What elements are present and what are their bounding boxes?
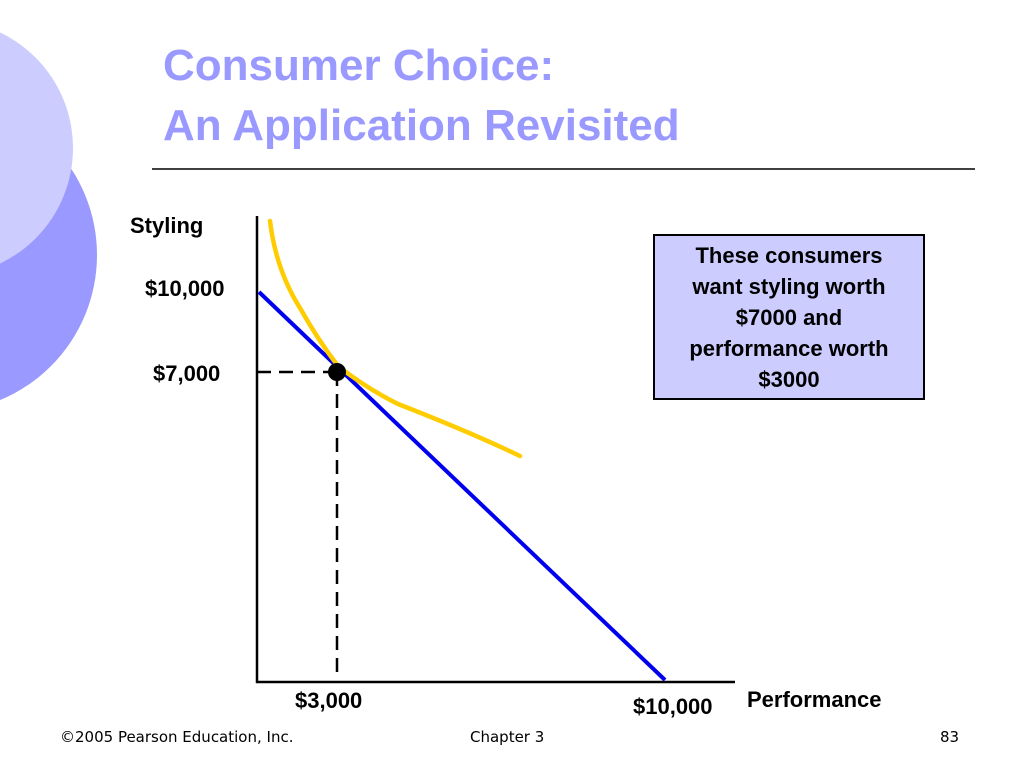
footer-chapter: Chapter 3	[470, 728, 545, 746]
y-tick-label-10000: $10,000	[145, 276, 225, 301]
footer-page-number: 83	[940, 728, 960, 746]
slide-title-line-1: Consumer Choice:	[163, 41, 555, 90]
x-tick-label-3000: $3,000	[295, 688, 363, 713]
footer-copyright: ©2005 Pearson Education, Inc.	[60, 728, 294, 746]
callout-box: These consumers want styling worth $7000…	[653, 234, 925, 400]
slide-title-line-2: An Application Revisited	[163, 101, 680, 150]
x-tick-label-10000: $10,000	[633, 694, 713, 719]
callout-text: These consumers want styling worth $7000…	[689, 242, 889, 392]
y-tick-label-7000: $7,000	[153, 361, 221, 386]
decorative-circle-light	[0, 32, 73, 264]
optimal-choice-point	[328, 363, 346, 381]
budget-line	[257, 290, 667, 682]
x-axis-label: Performance	[747, 687, 882, 712]
y-axis-label: Styling	[130, 213, 204, 238]
